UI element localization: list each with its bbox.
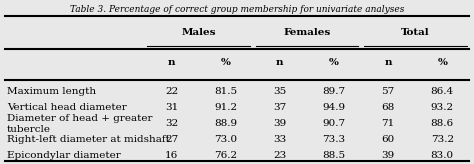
Text: Epicondylar diameter: Epicondylar diameter [7, 152, 121, 160]
Text: 88.6: 88.6 [431, 119, 454, 128]
Text: 83.0: 83.0 [431, 152, 454, 160]
Text: n: n [384, 58, 392, 67]
Text: Table 3. Percentage of correct group membership for univariate analyses: Table 3. Percentage of correct group mem… [70, 5, 404, 14]
Text: 86.4: 86.4 [431, 87, 454, 96]
Text: Diameter of head + greater
tubercle: Diameter of head + greater tubercle [7, 114, 153, 133]
Text: 94.9: 94.9 [322, 103, 346, 112]
Text: 57: 57 [382, 87, 395, 96]
Text: Right-left diameter at midshaft: Right-left diameter at midshaft [7, 135, 170, 144]
Text: Total: Total [401, 28, 429, 37]
Text: 88.5: 88.5 [322, 152, 346, 160]
Text: 35: 35 [273, 87, 286, 96]
Text: 89.7: 89.7 [322, 87, 346, 96]
Text: 73.3: 73.3 [322, 135, 346, 144]
Text: Maximum length: Maximum length [7, 87, 96, 96]
Text: %: % [438, 58, 447, 67]
Text: 39: 39 [273, 119, 286, 128]
Text: Females: Females [283, 28, 330, 37]
Text: 88.9: 88.9 [214, 119, 237, 128]
Text: 90.7: 90.7 [322, 119, 346, 128]
Text: 39: 39 [382, 152, 395, 160]
Text: 71: 71 [382, 119, 395, 128]
Text: 22: 22 [165, 87, 178, 96]
Text: 73.2: 73.2 [431, 135, 454, 144]
Text: n: n [168, 58, 175, 67]
Text: 37: 37 [273, 103, 286, 112]
Text: 93.2: 93.2 [431, 103, 454, 112]
Text: 81.5: 81.5 [214, 87, 237, 96]
Text: Males: Males [182, 28, 216, 37]
Text: 32: 32 [165, 119, 178, 128]
Text: 31: 31 [165, 103, 178, 112]
Text: 91.2: 91.2 [214, 103, 237, 112]
Text: 23: 23 [273, 152, 286, 160]
Text: %: % [329, 58, 339, 67]
Text: 73.0: 73.0 [214, 135, 237, 144]
Text: %: % [221, 58, 231, 67]
Text: 16: 16 [165, 152, 178, 160]
Text: 68: 68 [382, 103, 395, 112]
Text: 33: 33 [273, 135, 286, 144]
Text: 60: 60 [382, 135, 395, 144]
Text: n: n [276, 58, 283, 67]
Text: 76.2: 76.2 [214, 152, 237, 160]
Text: Vertical head diameter: Vertical head diameter [7, 103, 127, 112]
Text: 27: 27 [165, 135, 178, 144]
